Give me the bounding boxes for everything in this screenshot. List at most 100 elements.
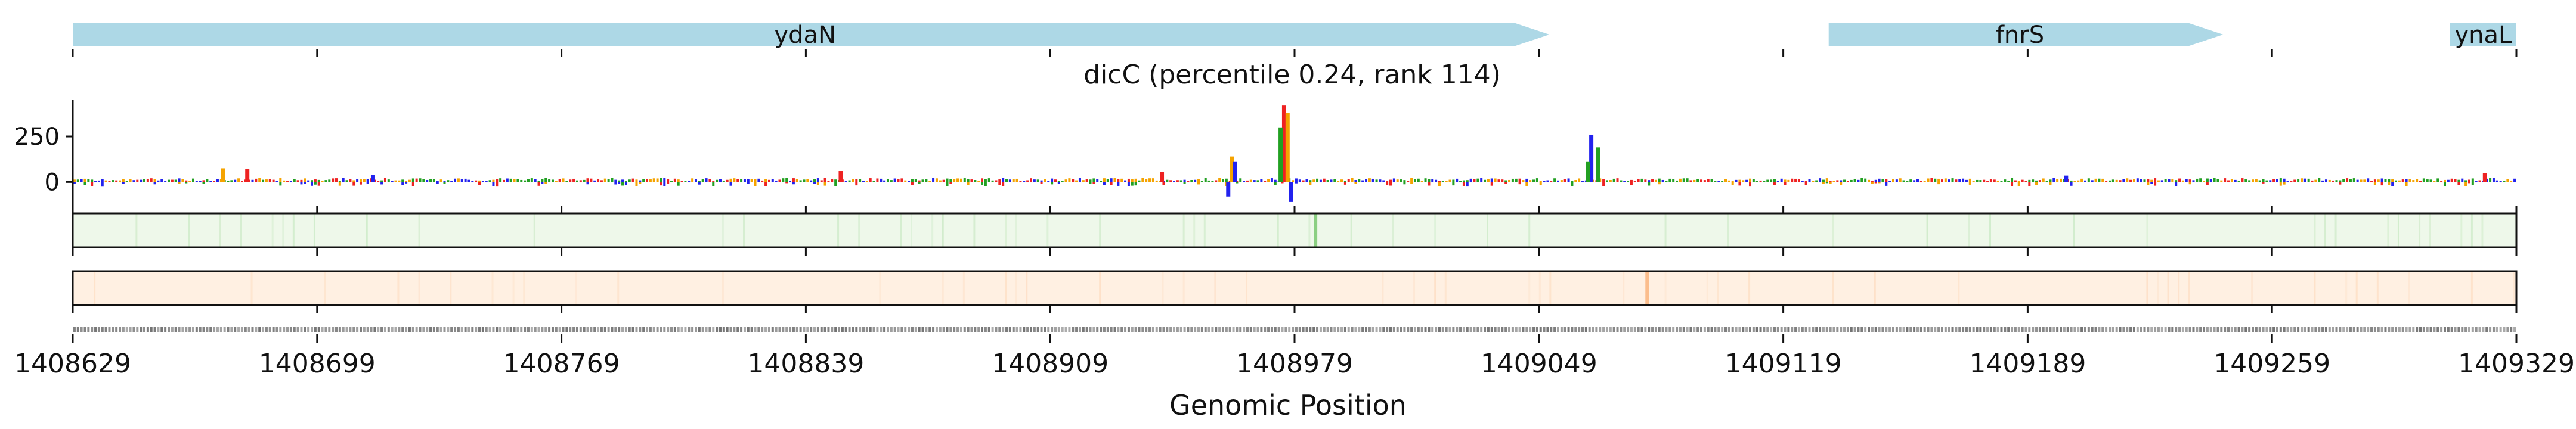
sequence-base-mark — [555, 327, 558, 332]
sequence-base-mark — [1473, 327, 1476, 332]
sequence-base-mark — [1456, 327, 1459, 332]
sequence-base-mark — [1072, 327, 1075, 332]
logo-noise-mark — [2443, 182, 2446, 187]
sequence-base-mark — [2157, 327, 2160, 332]
sequence-base-mark — [1787, 327, 1790, 332]
logo-noise-mark — [1462, 182, 1465, 186]
logo-noise-mark — [743, 179, 746, 182]
logo-noise-mark — [2318, 178, 2321, 182]
logo-noise-mark — [1173, 181, 1176, 182]
x-axis-tick-label: 1409259 — [2213, 349, 2330, 379]
logo-noise-mark — [569, 179, 572, 182]
logo-noise-mark — [583, 179, 586, 182]
sequence-base-mark — [146, 327, 149, 332]
sequence-base-mark — [1518, 327, 1521, 332]
logo-noise-mark — [1040, 180, 1043, 182]
logo-noise-mark — [1958, 179, 1961, 182]
logo-noise-mark — [136, 179, 139, 182]
logo-noise-mark — [2283, 182, 2286, 185]
sequence-base-mark — [2087, 327, 2090, 332]
logo-noise-mark — [146, 178, 149, 182]
logo-noise-mark — [2038, 180, 2041, 182]
logo-noise-mark — [97, 180, 100, 182]
logo-noise-mark — [317, 182, 320, 186]
sequence-base-mark — [398, 327, 401, 332]
logo-noise-mark — [1682, 178, 1685, 182]
sequence-base-mark — [1525, 327, 1528, 332]
sequence-base-mark — [712, 327, 715, 332]
sequence-base-mark — [946, 327, 949, 332]
sequence-base-mark — [1298, 327, 1301, 332]
orange-track-cell — [491, 271, 494, 305]
sequence-base-mark — [2419, 327, 2422, 332]
logo-noise-mark — [2272, 179, 2275, 182]
logo-noise-mark — [942, 179, 945, 182]
sequence-base-mark — [1200, 327, 1203, 332]
sequence-base-mark — [970, 327, 973, 332]
sequence-base-mark — [977, 327, 980, 332]
orange-track-cell — [2470, 271, 2473, 305]
sequence-base-mark — [1693, 327, 1696, 332]
logo-noise-mark — [579, 180, 582, 182]
logo-noise-mark — [1668, 178, 1671, 182]
sequence-base-mark — [2160, 327, 2163, 332]
sequence-base-mark — [244, 327, 247, 332]
sequence-base-mark — [352, 327, 355, 332]
sequence-base-mark — [1270, 327, 1273, 332]
sequence-base-mark — [1962, 327, 1965, 332]
sequence-base-mark — [2252, 327, 2255, 332]
sequence-base-mark — [935, 327, 938, 332]
logo-noise-mark — [1623, 180, 1626, 182]
sequence-base-mark — [2140, 327, 2142, 332]
sequence-base-mark — [1462, 327, 1465, 332]
sequence-base-mark — [733, 327, 736, 332]
logo-noise-mark — [2024, 181, 2027, 182]
logo-noise-mark — [1054, 179, 1057, 182]
logo-noise-mark — [1253, 180, 1256, 182]
sequence-base-mark — [534, 327, 537, 332]
logo-noise-mark — [206, 179, 209, 182]
logo-noise-mark — [1919, 181, 1922, 182]
orange-heatmap-track — [72, 270, 2518, 313]
sequence-base-mark — [300, 327, 303, 332]
logo-noise-mark — [1484, 179, 1487, 182]
logo-noise-mark — [311, 180, 314, 182]
logo-noise-mark — [160, 179, 163, 182]
sequence-base-mark — [1927, 327, 1930, 332]
logo-noise-mark — [970, 179, 973, 182]
sequence-base-mark — [1735, 327, 1738, 332]
sequence-base-mark — [2192, 327, 2195, 332]
sequence-base-mark — [1968, 327, 1971, 332]
logo-noise-mark — [663, 178, 666, 182]
sequence-base-mark — [2199, 327, 2202, 332]
sequence-base-mark — [1504, 327, 1507, 332]
logo-noise-mark — [2492, 178, 2495, 182]
logo-noise-mark — [1815, 180, 1818, 182]
sequence-base-mark — [1228, 327, 1231, 332]
sequence-base-mark — [394, 327, 397, 332]
sequence-base-mark — [1312, 327, 1315, 332]
logo-noise-mark — [2111, 179, 2114, 182]
logo-noise-mark — [1225, 178, 1228, 182]
sequence-base-mark — [716, 327, 719, 332]
sequence-base-mark — [757, 327, 760, 332]
sequence-base-mark — [708, 327, 711, 332]
orange-track-cell — [1664, 271, 1667, 305]
sequence-base-mark — [2011, 327, 2014, 332]
logo-noise-mark — [401, 179, 404, 182]
logo-noise-mark — [1396, 179, 1399, 182]
logo-noise-mark — [886, 179, 889, 182]
sequence-base-mark — [1274, 327, 1277, 332]
sequence-base-mark — [1015, 327, 1018, 332]
green-track-cell — [418, 213, 420, 247]
sequence-base-mark — [178, 327, 181, 332]
logo-noise-mark — [216, 179, 219, 182]
sequence-base-mark — [537, 327, 540, 332]
logo-noise-mark — [2321, 180, 2324, 182]
logo-noise-mark — [2115, 179, 2118, 182]
orange-track-cell — [523, 271, 525, 305]
logo-noise-mark — [1888, 181, 1891, 182]
logo-noise-mark — [289, 181, 292, 182]
logo-noise-mark — [803, 179, 806, 182]
